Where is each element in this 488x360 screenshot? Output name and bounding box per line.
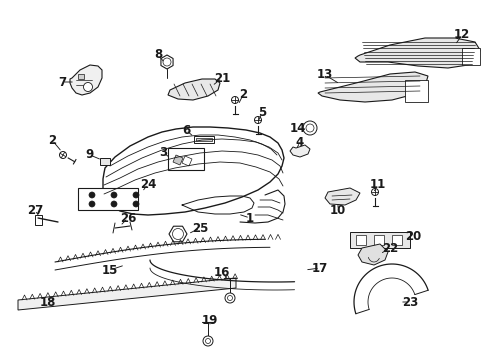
Polygon shape (317, 72, 427, 102)
Polygon shape (78, 74, 84, 79)
Circle shape (231, 96, 238, 104)
Polygon shape (100, 158, 110, 165)
Polygon shape (404, 80, 427, 102)
Circle shape (83, 82, 92, 91)
Circle shape (224, 293, 235, 303)
Text: 3: 3 (159, 145, 167, 158)
Circle shape (133, 201, 139, 207)
Polygon shape (78, 188, 138, 210)
Text: 23: 23 (401, 296, 417, 309)
Text: 5: 5 (257, 107, 265, 120)
Circle shape (371, 189, 378, 195)
Text: 27: 27 (27, 203, 43, 216)
Polygon shape (173, 155, 183, 165)
Text: 4: 4 (295, 135, 304, 148)
Text: 16: 16 (213, 266, 230, 279)
Text: 19: 19 (202, 314, 218, 327)
Polygon shape (70, 65, 102, 95)
Polygon shape (161, 55, 173, 69)
Circle shape (172, 229, 183, 239)
Circle shape (305, 124, 313, 132)
Polygon shape (289, 145, 309, 157)
Text: 7: 7 (58, 76, 66, 89)
Text: 26: 26 (120, 211, 136, 225)
Text: 10: 10 (329, 203, 346, 216)
Circle shape (163, 58, 171, 66)
Polygon shape (168, 148, 203, 170)
Text: 15: 15 (102, 264, 118, 276)
Polygon shape (391, 235, 401, 245)
Polygon shape (461, 48, 479, 65)
Circle shape (254, 117, 261, 123)
Text: 1: 1 (245, 211, 254, 225)
Text: 18: 18 (40, 297, 56, 310)
Polygon shape (354, 38, 479, 68)
Text: 2: 2 (48, 134, 56, 147)
Circle shape (133, 192, 139, 198)
Text: 24: 24 (140, 177, 156, 190)
Text: 17: 17 (311, 261, 327, 274)
Text: 2: 2 (239, 89, 246, 102)
Circle shape (111, 201, 117, 207)
Polygon shape (325, 188, 359, 205)
Text: 9: 9 (86, 148, 94, 162)
Text: 14: 14 (289, 122, 305, 135)
Circle shape (60, 152, 66, 158)
Polygon shape (357, 244, 387, 265)
Circle shape (111, 192, 117, 198)
Polygon shape (182, 156, 192, 166)
Circle shape (203, 336, 213, 346)
Circle shape (303, 121, 316, 135)
Polygon shape (168, 79, 220, 100)
Polygon shape (103, 127, 284, 215)
Text: 22: 22 (381, 242, 397, 255)
Polygon shape (35, 215, 42, 225)
Circle shape (89, 192, 95, 198)
Text: 11: 11 (369, 179, 386, 192)
Circle shape (205, 338, 210, 343)
Polygon shape (355, 235, 365, 245)
Text: 25: 25 (191, 221, 208, 234)
Polygon shape (194, 136, 214, 143)
Text: 12: 12 (453, 28, 469, 41)
Circle shape (227, 296, 232, 301)
Polygon shape (196, 138, 212, 141)
Text: 13: 13 (316, 68, 332, 81)
Text: 8: 8 (154, 49, 162, 62)
Polygon shape (349, 232, 409, 248)
Circle shape (89, 201, 95, 207)
Polygon shape (18, 278, 236, 310)
Text: 20: 20 (404, 230, 420, 243)
Polygon shape (169, 226, 186, 242)
Text: 21: 21 (213, 72, 230, 85)
Text: 6: 6 (182, 123, 190, 136)
Polygon shape (373, 235, 383, 245)
